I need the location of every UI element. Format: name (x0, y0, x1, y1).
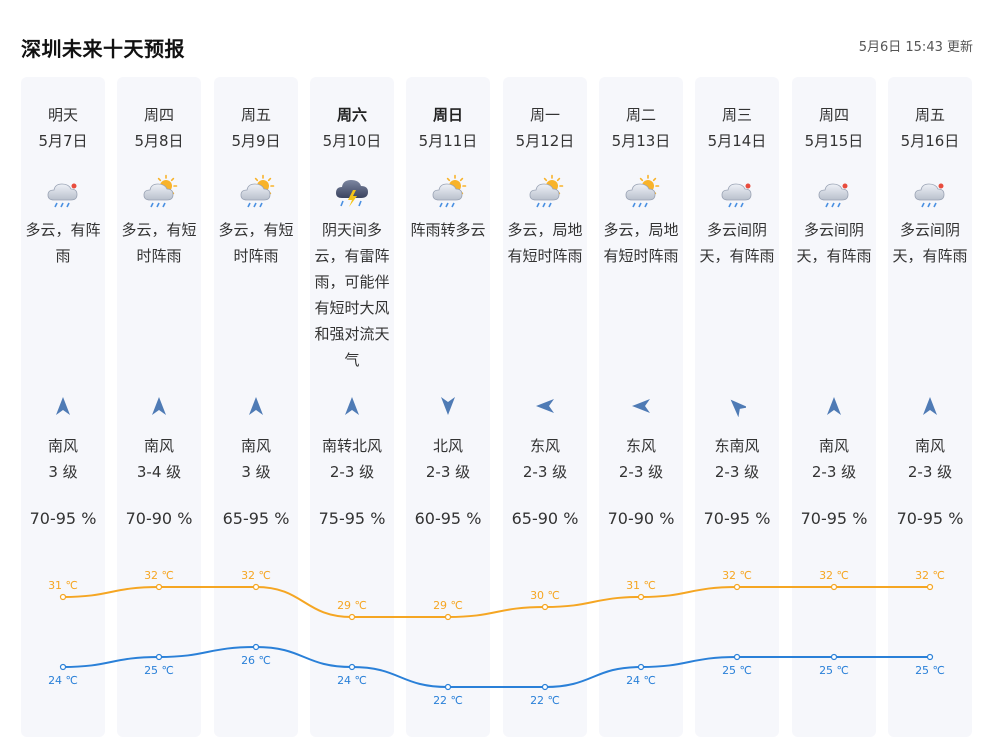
humidity: 60-95 % (414, 509, 482, 528)
wind-level: 2-3 级 (714, 463, 760, 481)
day-date: 5月12日 (515, 132, 575, 150)
wind-direction-icon (827, 397, 841, 415)
day-date: 5月16日 (900, 132, 960, 150)
wind-direction-icon (345, 397, 359, 415)
weather-description: 多云，有短时阵雨 (121, 221, 197, 265)
wind-direction: 东南风 (714, 437, 760, 455)
day-weekday: 周六 (336, 106, 367, 124)
wind-direction-icon (441, 397, 455, 415)
cloud-rain-icon (818, 183, 849, 208)
wind-direction: 南风 (914, 437, 945, 455)
day-card: 周一 5月12日多云，局地有短时阵雨东风 2-3 级 65-90 % (503, 77, 587, 737)
humidity: 65-90 % (511, 509, 579, 528)
wind-direction-icon (56, 397, 70, 415)
sun-cloud-rain-icon (432, 174, 467, 208)
wind-level: 2-3 级 (522, 463, 568, 481)
day-date: 5月14日 (707, 132, 767, 150)
sun-cloud-rain-icon (529, 174, 564, 208)
cloud-rain-icon (914, 183, 945, 208)
thunderstorm-icon (336, 180, 368, 207)
wind-direction-icon (249, 397, 263, 415)
day-card: 周五 5月9日多云，有短时阵雨南风 3 级 65-95 % (214, 77, 298, 737)
wind-direction-icon (152, 397, 166, 415)
day-weekday: 明天 (47, 106, 78, 124)
wind-direction: 南风 (143, 437, 174, 455)
weather-description: 多云，局地有短时阵雨 (603, 221, 679, 265)
weather-description: 阵雨转多云 (410, 221, 486, 239)
day-card: 周二 5月13日多云，局地有短时阵雨东风 2-3 级 70-90 % (599, 77, 683, 737)
day-weekday: 周五 (914, 106, 945, 124)
wind-direction: 南风 (240, 437, 271, 455)
wind-level: 3 级 (241, 463, 271, 481)
sun-cloud-rain-icon (143, 174, 178, 208)
page-title: 深圳未来十天预报 (21, 37, 185, 61)
day-weekday: 周五 (240, 106, 271, 124)
day-card: 周四 5月8日多云，有短时阵雨南风 3-4 级 70-90 % (117, 77, 201, 737)
day-weekday: 周三 (721, 106, 752, 124)
day-card: 周五 5月16日多云间阴天，有阵雨南风 2-3 级 70-95 % (888, 77, 972, 737)
wind-direction-icon (536, 399, 554, 413)
wind-level: 2-3 级 (425, 463, 471, 481)
wind-direction-icon (632, 399, 650, 413)
wind-direction-icon (923, 397, 937, 415)
wind-direction: 南风 (47, 437, 78, 455)
wind-direction: 南转北风 (321, 437, 382, 455)
day-weekday: 周二 (625, 106, 656, 124)
weather-description: 阴天间多云，有雷阵雨，可能伴有短时大风和强对流天气 (314, 221, 390, 369)
wind-direction-icon (730, 399, 746, 417)
day-date: 5月7日 (38, 132, 88, 150)
wind-direction: 北风 (432, 437, 463, 455)
cloud-rain-icon (721, 183, 752, 208)
day-weekday: 周日 (432, 106, 463, 124)
weather-description: 多云，局地有短时阵雨 (507, 221, 583, 265)
humidity: 70-90 % (607, 509, 675, 528)
humidity: 70-95 % (800, 509, 868, 528)
weather-description: 多云间阴天，有阵雨 (892, 221, 968, 265)
day-weekday: 周四 (143, 106, 174, 124)
wind-level: 3 级 (48, 463, 78, 481)
day-date: 5月11日 (418, 132, 478, 150)
day-card: 周三 5月14日多云间阴天，有阵雨东南风 2-3 级 70-95 % (695, 77, 779, 737)
wind-direction: 东风 (529, 437, 560, 455)
day-date: 5月9日 (231, 132, 281, 150)
day-weekday: 周四 (818, 106, 849, 124)
cloud-rain-icon (47, 183, 78, 208)
humidity: 70-95 % (703, 509, 771, 528)
wind-direction: 东风 (625, 437, 656, 455)
humidity: 75-95 % (318, 509, 386, 528)
wind-level: 3-4 级 (136, 463, 182, 481)
day-card: 周四 5月15日多云间阴天，有阵雨南风 2-3 级 70-95 % (792, 77, 876, 737)
weather-description: 多云间阴天，有阵雨 (796, 221, 872, 265)
weather-description: 多云，有阵雨 (25, 221, 101, 265)
weather-description: 多云，有短时阵雨 (218, 221, 294, 265)
update-time: 5月6日 15:43 更新 (858, 40, 973, 55)
wind-level: 2-3 级 (618, 463, 664, 481)
humidity: 70-95 % (29, 509, 97, 528)
weather-description: 多云间阴天，有阵雨 (699, 221, 775, 265)
day-date: 5月13日 (611, 132, 671, 150)
humidity: 70-90 % (125, 509, 193, 528)
wind-level: 2-3 级 (907, 463, 953, 481)
day-card: 明天 5月7日多云，有阵雨南风 3 级 70-95 % (21, 77, 105, 737)
day-card: 周日 5月11日阵雨转多云北风 2-3 级 60-95 % (406, 77, 490, 737)
day-date: 5月15日 (804, 132, 864, 150)
day-date: 5月10日 (322, 132, 382, 150)
humidity: 65-95 % (222, 509, 290, 528)
day-weekday: 周一 (529, 106, 560, 124)
wind-level: 2-3 级 (811, 463, 857, 481)
wind-level: 2-3 级 (329, 463, 375, 481)
wind-direction: 南风 (818, 437, 849, 455)
day-date: 5月8日 (134, 132, 184, 150)
sun-cloud-rain-icon (240, 174, 275, 208)
day-card: 周六 5月10日阴天间多云，有雷阵雨，可能伴有短时大风和强对流天气南转北风 2-3 … (310, 77, 394, 737)
sun-cloud-rain-icon (625, 174, 660, 208)
humidity: 70-95 % (896, 509, 964, 528)
